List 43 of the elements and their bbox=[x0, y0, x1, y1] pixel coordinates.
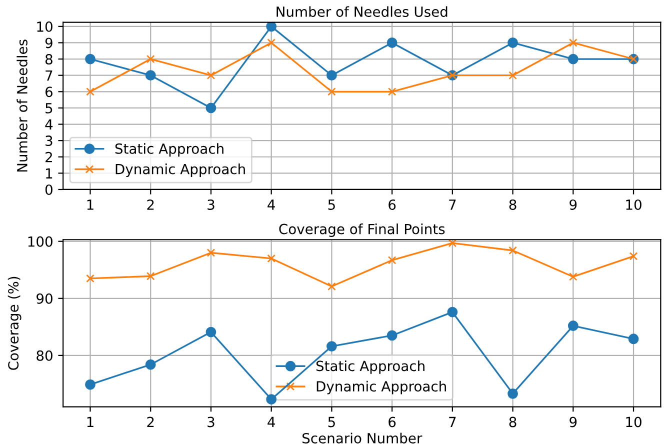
y-tick-label: 6 bbox=[45, 86, 52, 98]
legend-label: Dynamic Approach bbox=[116, 164, 245, 177]
x-axis-title: Scenario Number bbox=[302, 432, 422, 444]
legend-label: Static Approach bbox=[316, 360, 424, 374]
x-tick-label: 1 bbox=[87, 416, 94, 428]
chart-title: Coverage of Final Points bbox=[279, 224, 445, 237]
x-tick-label: 7 bbox=[449, 200, 456, 210]
y-tick-label: 100 bbox=[28, 236, 52, 247]
x-tick-label: 2 bbox=[147, 199, 154, 210]
x-tick-label: 5 bbox=[328, 416, 335, 428]
x-tick-label: 4 bbox=[268, 200, 275, 210]
y-axis-title: Number of Needles bbox=[16, 40, 28, 172]
x-tick-label: 6 bbox=[388, 416, 396, 428]
x-tick-label: 10 bbox=[626, 199, 642, 210]
y-tick-label: 3 bbox=[46, 136, 52, 146]
y-tick-label: 1 bbox=[46, 168, 52, 178]
x-tick-label: 2 bbox=[147, 416, 154, 428]
legend-label: Static Approach bbox=[115, 143, 224, 157]
x-tick-label: 9 bbox=[570, 199, 577, 210]
y-tick-label: 5 bbox=[46, 103, 52, 114]
x-tick-label: 9 bbox=[570, 416, 577, 428]
y-tick-label: 8 bbox=[45, 54, 52, 65]
x-tick-label: 10 bbox=[626, 416, 642, 428]
y-tick-label: 80 bbox=[36, 350, 52, 361]
y-tick-label: 10 bbox=[37, 21, 52, 32]
y-tick-label: 7 bbox=[46, 70, 52, 81]
y-tick-label: 4 bbox=[45, 119, 53, 130]
y-tick-label: 9 bbox=[45, 38, 52, 48]
x-tick-label: 3 bbox=[208, 199, 214, 210]
x-tick-label: 6 bbox=[388, 199, 396, 210]
legend-label: Dynamic Approach bbox=[316, 380, 446, 394]
x-tick-label: 8 bbox=[509, 199, 516, 210]
x-tick-label: 5 bbox=[328, 200, 335, 210]
y-tick-label: 0 bbox=[45, 184, 52, 195]
x-tick-label: 3 bbox=[208, 416, 214, 428]
y-tick-label: 90 bbox=[36, 293, 52, 304]
x-tick-label: 7 bbox=[449, 416, 456, 428]
x-tick-label: 1 bbox=[87, 200, 94, 210]
x-tick-label: 4 bbox=[268, 416, 275, 428]
y-axis-title: Coverage (%) bbox=[8, 276, 22, 370]
chart-title: Number of Needles Used bbox=[276, 6, 448, 17]
x-tick-label: 8 bbox=[509, 416, 516, 428]
y-tick-label: 2 bbox=[46, 152, 52, 162]
